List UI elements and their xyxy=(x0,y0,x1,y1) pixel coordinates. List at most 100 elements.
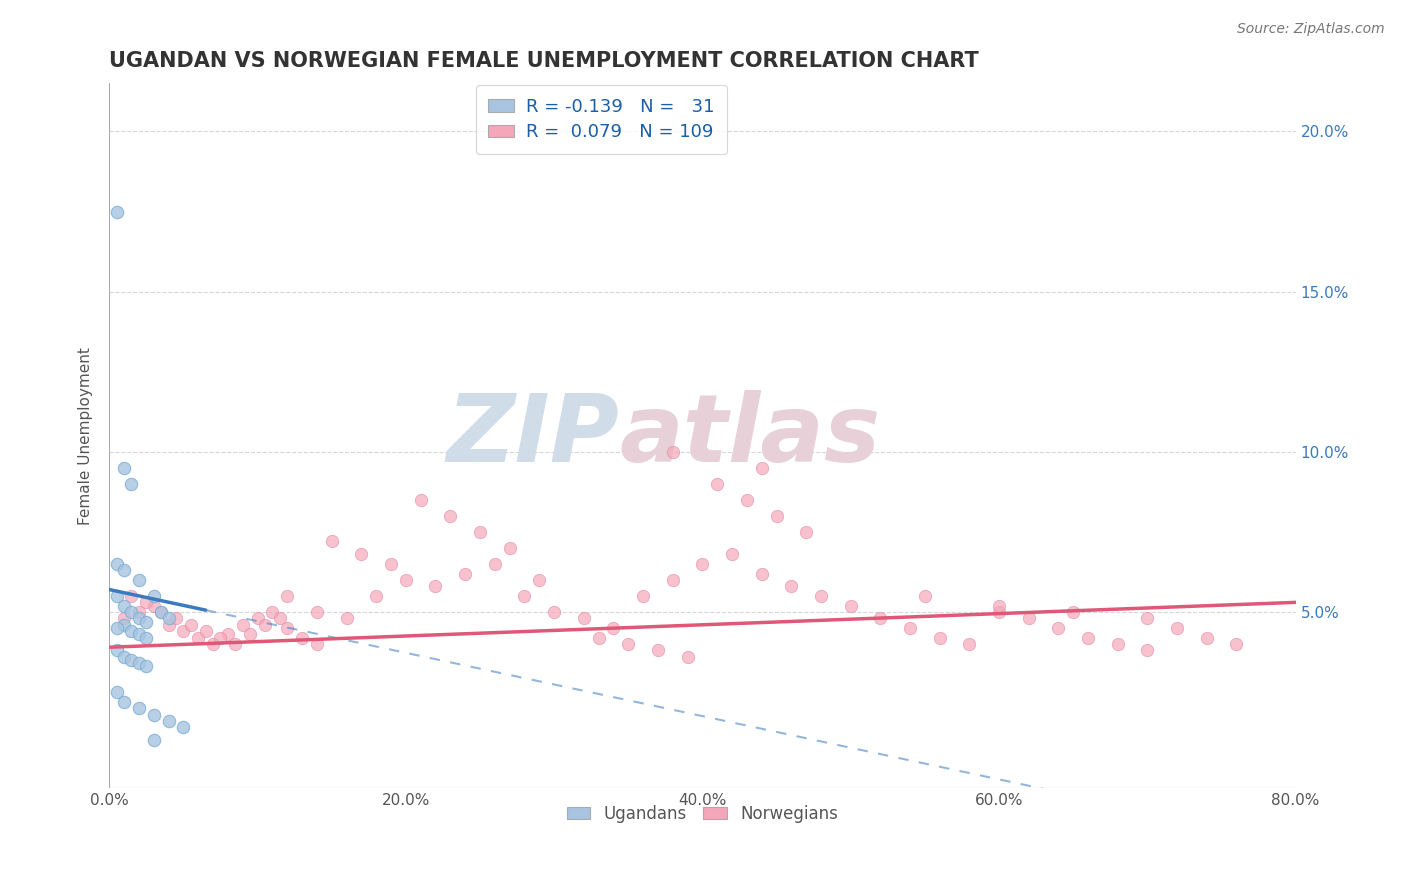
Point xyxy=(291,631,314,645)
Point xyxy=(928,631,950,645)
Point xyxy=(588,631,610,645)
Point xyxy=(165,611,187,625)
Point xyxy=(121,605,143,619)
Point xyxy=(988,599,1011,613)
Point xyxy=(1136,611,1159,625)
Point xyxy=(187,631,209,645)
Point xyxy=(647,643,669,657)
Point xyxy=(135,595,157,609)
Point xyxy=(1062,605,1084,619)
Point xyxy=(217,627,239,641)
Point xyxy=(269,611,291,625)
Point xyxy=(1047,621,1070,635)
Point xyxy=(735,492,758,507)
Point xyxy=(305,637,328,651)
Point xyxy=(751,460,773,475)
Point xyxy=(128,573,150,587)
Point xyxy=(105,589,128,603)
Point xyxy=(150,605,173,619)
Point xyxy=(135,631,157,645)
Point xyxy=(128,611,150,625)
Y-axis label: Female Unemployment: Female Unemployment xyxy=(79,347,93,524)
Point xyxy=(484,557,506,571)
Point xyxy=(543,605,565,619)
Point xyxy=(224,637,246,651)
Point xyxy=(498,541,520,555)
Point xyxy=(142,599,165,613)
Point xyxy=(172,624,194,639)
Point xyxy=(1225,637,1247,651)
Point xyxy=(262,605,284,619)
Point xyxy=(765,508,787,523)
Point xyxy=(180,617,202,632)
Point xyxy=(121,589,143,603)
Point xyxy=(692,557,714,571)
Point xyxy=(676,649,699,664)
Point xyxy=(1107,637,1129,651)
Point xyxy=(121,624,143,639)
Point xyxy=(202,637,225,651)
Text: atlas: atlas xyxy=(620,390,880,482)
Point xyxy=(1166,621,1188,635)
Point xyxy=(721,547,744,561)
Point xyxy=(142,707,165,722)
Point xyxy=(1136,643,1159,657)
Point xyxy=(425,579,447,593)
Text: ZIP: ZIP xyxy=(447,390,620,482)
Point xyxy=(135,615,157,629)
Point xyxy=(112,460,135,475)
Point xyxy=(121,653,143,667)
Point xyxy=(572,611,595,625)
Point xyxy=(135,659,157,673)
Point xyxy=(276,621,298,635)
Point xyxy=(128,627,150,641)
Point xyxy=(439,508,461,523)
Point xyxy=(209,631,232,645)
Point xyxy=(454,566,477,581)
Point xyxy=(150,605,173,619)
Point xyxy=(105,685,128,699)
Point xyxy=(661,444,683,458)
Point xyxy=(366,589,388,603)
Point xyxy=(276,589,298,603)
Point xyxy=(246,611,269,625)
Point xyxy=(468,524,491,539)
Point xyxy=(409,492,432,507)
Point xyxy=(350,547,373,561)
Point xyxy=(869,611,891,625)
Point xyxy=(253,617,276,632)
Point xyxy=(839,599,862,613)
Point xyxy=(914,589,936,603)
Point xyxy=(305,605,328,619)
Point xyxy=(105,643,128,657)
Point xyxy=(661,573,683,587)
Point xyxy=(810,589,832,603)
Point xyxy=(513,589,536,603)
Point xyxy=(142,589,165,603)
Point xyxy=(157,611,180,625)
Point xyxy=(105,204,128,219)
Text: UGANDAN VS NORWEGIAN FEMALE UNEMPLOYMENT CORRELATION CHART: UGANDAN VS NORWEGIAN FEMALE UNEMPLOYMENT… xyxy=(110,51,979,70)
Point xyxy=(1018,611,1040,625)
Text: Source: ZipAtlas.com: Source: ZipAtlas.com xyxy=(1237,22,1385,37)
Point xyxy=(335,611,357,625)
Point xyxy=(898,621,921,635)
Point xyxy=(529,573,551,587)
Point xyxy=(112,617,135,632)
Point xyxy=(172,720,194,734)
Point xyxy=(112,611,135,625)
Point xyxy=(380,557,402,571)
Point xyxy=(232,617,254,632)
Point xyxy=(602,621,624,635)
Point xyxy=(239,627,262,641)
Point xyxy=(395,573,418,587)
Point xyxy=(321,534,343,549)
Point xyxy=(112,599,135,613)
Point xyxy=(128,701,150,715)
Legend: Ugandans, Norwegians: Ugandans, Norwegians xyxy=(560,797,845,830)
Point xyxy=(142,733,165,747)
Point xyxy=(706,476,728,491)
Point xyxy=(957,637,980,651)
Point xyxy=(112,563,135,577)
Point xyxy=(617,637,640,651)
